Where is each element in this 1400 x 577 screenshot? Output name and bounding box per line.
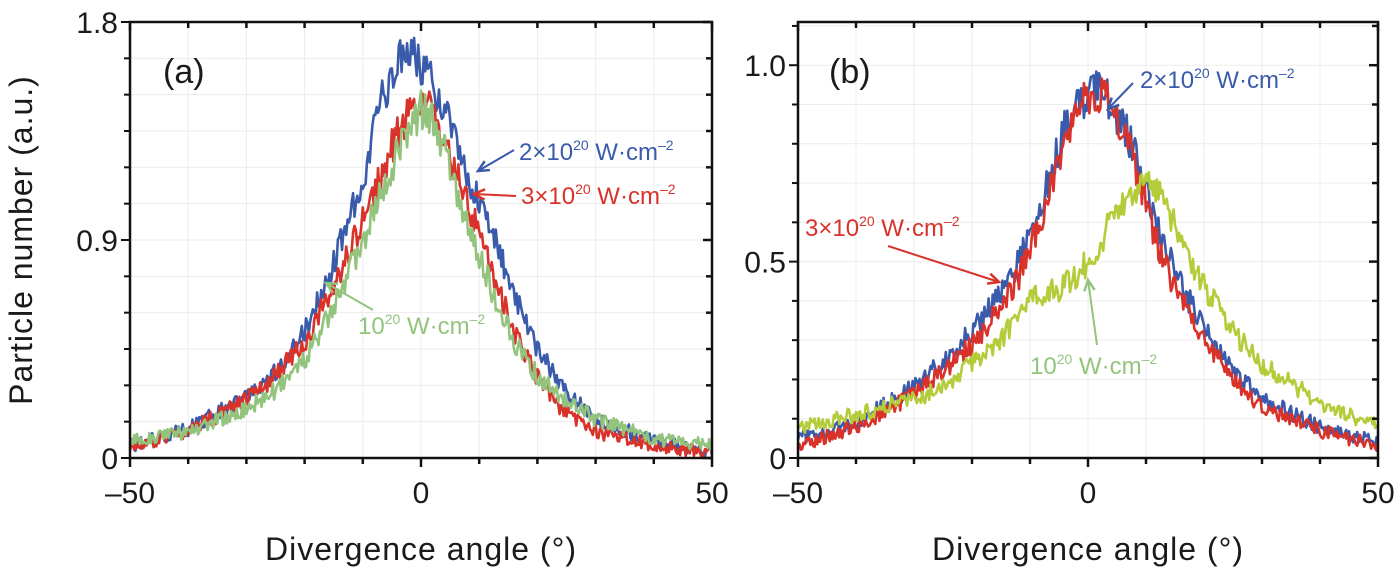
series-label-unit: W·cm — [875, 215, 944, 242]
series-label-exponent: 20 — [573, 137, 589, 153]
x-tick-label: 50 — [695, 477, 728, 510]
panel-a-curves — [128, 36, 714, 460]
series-label-unit: W·cm — [400, 313, 469, 340]
x-tick-label: 50 — [1361, 477, 1394, 510]
series-label-unit-exponent: –2 — [658, 137, 674, 153]
y-axis-title: Particle number (a.u.) — [3, 75, 39, 405]
series-annotation-2: 1020 W·cm–2 — [1030, 277, 1157, 380]
series-line-1 — [796, 77, 1380, 453]
series-label-unit: W·cm — [589, 139, 658, 166]
series-label-unit-exponent: –2 — [1279, 65, 1295, 81]
x-tick-label: –50 — [773, 477, 823, 510]
y-tick-label: 1.8 — [76, 7, 118, 40]
annotation-arrow-head-icon — [1106, 97, 1120, 112]
series-label-unit: W·cm — [1072, 353, 1141, 380]
series-label: 2×1020 W·cm–2 — [519, 137, 674, 166]
annotation-arrow-line — [1107, 82, 1134, 110]
series-label: 3×1020 W·cm–2 — [521, 181, 676, 210]
series-label-unit-exponent: –2 — [1142, 351, 1158, 367]
annotation-arrow-line — [1087, 279, 1098, 346]
series-label: 1020 W·cm–2 — [358, 311, 485, 340]
annotation-arrow-head-icon — [471, 188, 486, 201]
series-label-exponent: 20 — [385, 311, 401, 327]
series-label-main: 10 — [1030, 353, 1057, 380]
annotation-arrow-head-icon — [986, 272, 1002, 285]
panel-a-x-axis-title: Divergence angle (°) — [265, 531, 577, 567]
series-label-unit-exponent: –2 — [944, 213, 960, 229]
series-annotation-2: 1020 W·cm–2 — [323, 281, 485, 340]
series-label-exponent: 20 — [1194, 65, 1210, 81]
panel-b-label: (b) — [829, 53, 871, 91]
series-label-main: 3×10 — [805, 215, 859, 242]
x-tick-label: 0 — [413, 477, 430, 510]
series-annotation-0: 2×1020 W·cm–2 — [475, 137, 674, 173]
panel-b-ticks — [789, 22, 1380, 467]
series-label-unit: W·cm — [591, 183, 660, 210]
series-line-2 — [128, 89, 713, 452]
series-annotation-1: 3×1020 W·cm–2 — [471, 181, 676, 210]
series-label-exponent: 20 — [575, 181, 591, 197]
series-label-unit-exponent: –2 — [470, 311, 486, 327]
series-label-unit: W·cm — [1210, 67, 1279, 94]
y-tick-label: 0.5 — [744, 247, 786, 280]
series-label-main: 2×10 — [1140, 67, 1194, 94]
series-label: 1020 W·cm–2 — [1030, 351, 1157, 380]
panel-a-ticks — [121, 20, 714, 467]
y-tick-label: 0 — [101, 443, 118, 476]
series-annotation-0: 2×1020 W·cm–2 — [1106, 65, 1295, 112]
panel-b-curves — [796, 70, 1380, 453]
series-label-unit-exponent: –2 — [660, 181, 676, 197]
series-label: 2×1020 W·cm–2 — [1140, 65, 1295, 94]
y-tick-label: 1.0 — [744, 50, 786, 83]
panel-b-x-axis-title: Divergence angle (°) — [932, 531, 1244, 567]
panel-a-label: (a) — [163, 53, 205, 91]
series-label-exponent: 20 — [1057, 351, 1073, 367]
annotation-arrow-line — [477, 149, 515, 172]
annotation-arrow-line — [325, 282, 374, 311]
series-label-main: 2×10 — [519, 139, 573, 166]
x-tick-label: 0 — [1080, 477, 1097, 510]
series-label-main: 3×10 — [521, 183, 575, 210]
series-label-main: 10 — [358, 313, 385, 340]
y-tick-label: 0.9 — [76, 225, 118, 258]
series-label: 3×1020 W·cm–2 — [805, 213, 960, 242]
series-label-exponent: 20 — [859, 213, 875, 229]
annotation-arrow-line — [473, 193, 517, 197]
annotation-arrow-line — [887, 245, 1000, 283]
y-tick-label: 0 — [769, 443, 786, 476]
series-line-2 — [797, 170, 1380, 435]
x-tick-label: –50 — [105, 477, 155, 510]
series-annotation-1: 3×1020 W·cm–2 — [805, 213, 1002, 285]
annotation-arrow-head-icon — [1083, 277, 1096, 292]
annotation-arrow-head-icon — [323, 281, 339, 294]
panel-a-grid — [130, 22, 712, 458]
annotation-arrow-head-icon — [475, 160, 491, 173]
